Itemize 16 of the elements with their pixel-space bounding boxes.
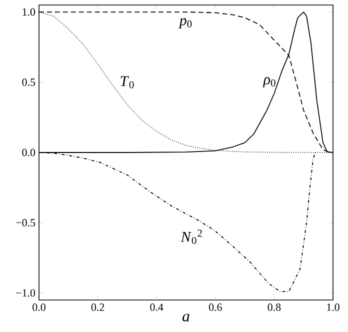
y-tick-label: −0.5 bbox=[16, 219, 36, 226]
series-label: p$_{0}$ bbox=[178, 18, 192, 28]
series-label: N$_{0}$2 bbox=[180, 230, 202, 244]
x-tick-label: 0.8 bbox=[268, 304, 281, 311]
y-tick-label: 0.5 bbox=[22, 78, 36, 86]
series-label: ρ$_{0}$ bbox=[262, 77, 276, 88]
x-axis-title: a bbox=[182, 314, 190, 322]
x-tick-label: 0.0 bbox=[32, 304, 46, 311]
y-tick-label: 1.0 bbox=[22, 8, 36, 16]
x-tick-label: 0.2 bbox=[91, 304, 104, 311]
y-tick-label: −1.0 bbox=[16, 289, 36, 297]
x-tick-label: 0.6 bbox=[208, 304, 222, 311]
series-label: T$_{0}$ bbox=[120, 76, 134, 88]
x-tick-label: 0.4 bbox=[150, 304, 164, 311]
x-tick-label: 1.0 bbox=[327, 304, 340, 311]
y-tick-label: 0.0 bbox=[22, 148, 36, 156]
